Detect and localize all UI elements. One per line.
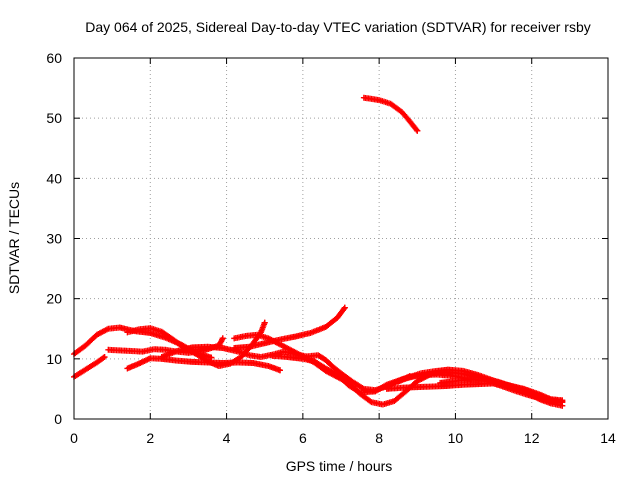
y-tick-label: 40: [46, 170, 62, 186]
data-point: [208, 354, 215, 361]
x-tick-label: 8: [375, 430, 383, 446]
x-tick-label: 0: [70, 430, 78, 446]
data-point: [414, 127, 421, 134]
x-tick-label: 12: [524, 430, 540, 446]
data-point: [341, 304, 348, 311]
series-track-9: [360, 94, 421, 134]
x-tick-label: 14: [600, 430, 616, 446]
x-tick-label: 4: [223, 430, 231, 446]
data-point: [340, 305, 347, 312]
y-tick-label: 60: [46, 50, 62, 66]
series-track-2: [71, 354, 108, 380]
chart-title: Day 064 of 2025, Sidereal Day-to-day VTE…: [85, 19, 591, 35]
x-tick-label: 6: [299, 430, 307, 446]
y-axis-label: SDTVAR / TECUs: [6, 182, 22, 294]
y-tick-label: 10: [46, 351, 62, 367]
y-tick-label: 30: [46, 231, 62, 247]
series-track-13: [269, 352, 474, 396]
data-point: [413, 126, 420, 133]
series-track-8: [231, 304, 348, 352]
data-point: [100, 354, 107, 361]
tick-labels: 0 2 4 6 8 10 12 14 0 10 20 30 40 50 60: [46, 50, 616, 446]
y-tick-label: 0: [54, 411, 62, 427]
data-point: [367, 398, 374, 405]
x-axis-label: GPS time / hours: [286, 458, 393, 474]
plot-area: [71, 94, 566, 409]
x-tick-label: 10: [448, 430, 464, 446]
y-tick-label: 50: [46, 110, 62, 126]
data-point: [261, 319, 268, 326]
data-point: [276, 367, 283, 374]
data-point: [559, 399, 566, 406]
x-tick-label: 2: [146, 430, 154, 446]
data-point: [101, 354, 108, 361]
y-tick-label: 20: [46, 291, 62, 307]
data-point: [467, 376, 474, 383]
plot-frame: [73, 57, 609, 420]
data-point: [219, 335, 226, 342]
series-track-12: [437, 376, 566, 406]
